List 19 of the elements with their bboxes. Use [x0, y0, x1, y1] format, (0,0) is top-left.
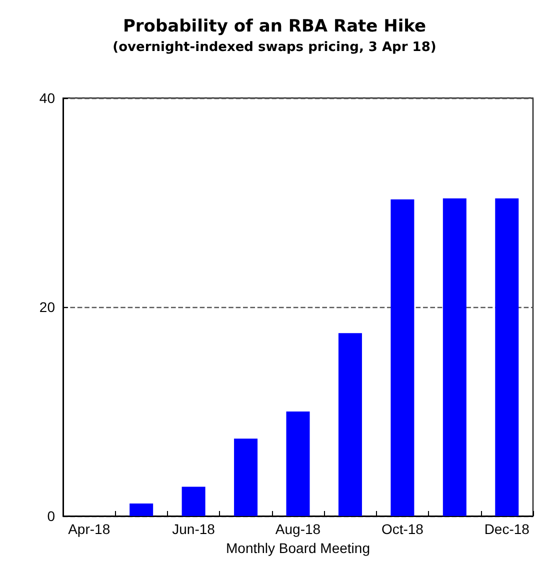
- bar: [182, 486, 206, 516]
- bar: [390, 199, 414, 516]
- x-axis-title: Monthly Board Meeting: [226, 540, 370, 556]
- bar: [338, 333, 362, 516]
- x-tick-label: Dec-18: [484, 521, 530, 537]
- x-tick-label: Oct-18: [381, 521, 424, 537]
- y-tick-label: 20: [39, 299, 56, 315]
- y-tick-label: 40: [39, 90, 56, 106]
- bar: [442, 198, 466, 516]
- chart-title: Probability of an RBA Rate Hike: [122, 16, 426, 36]
- y-tick-label: 0: [47, 508, 56, 524]
- chart-subtitle: (overnight-indexed swaps pricing, 3 Apr 18): [112, 40, 436, 55]
- x-tick-label: Aug-18: [275, 521, 321, 537]
- x-tick-label: Jun-18: [172, 521, 216, 537]
- x-tick-label: Apr-18: [68, 521, 110, 537]
- bar: [286, 412, 310, 516]
- bar: [130, 503, 154, 516]
- bar: [495, 198, 519, 516]
- bar: [234, 438, 258, 516]
